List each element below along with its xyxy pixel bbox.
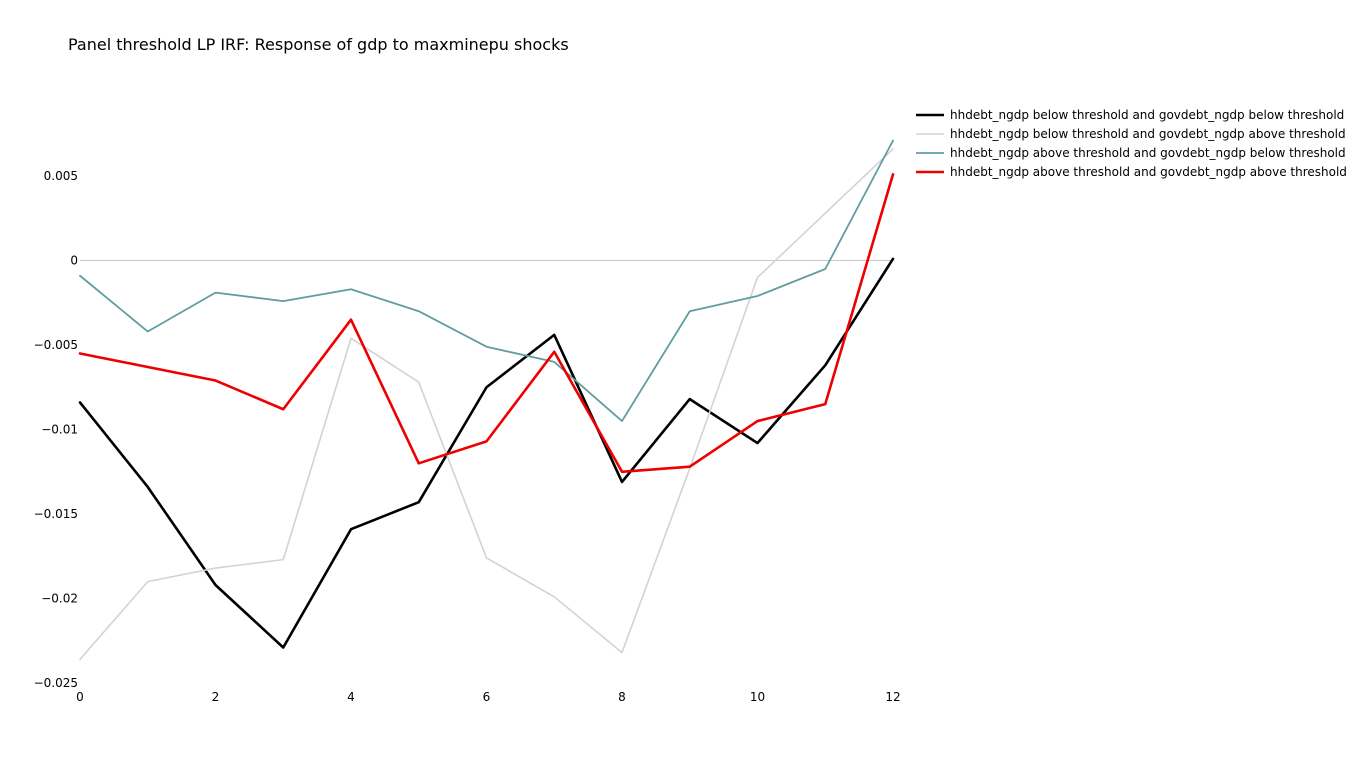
y-tick-label: −0.005	[34, 338, 78, 352]
y-tick-label: −0.025	[34, 676, 78, 690]
legend-label: hhdebt_ngdp below threshold and govdebt_…	[950, 127, 1346, 141]
y-tick-label: −0.015	[34, 507, 78, 521]
legend-item-2[interactable]: hhdebt_ngdp below threshold and govdebt_…	[916, 127, 1346, 141]
legend-label: hhdebt_ngdp below threshold and govdebt_…	[950, 108, 1344, 122]
x-tick-label: 4	[347, 690, 355, 704]
x-tick-label: 10	[750, 690, 765, 704]
x-tick-label: 12	[885, 690, 900, 704]
x-tick-label: 6	[483, 690, 491, 704]
y-tick-label: 0	[70, 254, 78, 268]
legend-item-1[interactable]: hhdebt_ngdp below threshold and govdebt_…	[916, 108, 1344, 122]
series-line-2	[79, 148, 894, 661]
chart-title: Panel threshold LP IRF: Response of gdp …	[68, 35, 569, 54]
y-tick-label: −0.01	[41, 423, 78, 437]
series-line-3	[79, 139, 894, 422]
legend-item-3[interactable]: hhdebt_ngdp above threshold and govdebt_…	[916, 146, 1346, 160]
x-tick-label: 0	[76, 690, 84, 704]
x-tick-label: 2	[212, 690, 220, 704]
x-tick-label: 8	[618, 690, 626, 704]
y-tick-label: −0.02	[41, 592, 78, 606]
legend-label: hhdebt_ngdp above threshold and govdebt_…	[950, 146, 1346, 160]
series-line-4	[78, 173, 895, 474]
x-axis-ticks: 0 2 4 6 8 10 12	[76, 690, 900, 704]
y-tick-label: 0.005	[44, 169, 78, 183]
series-line-1	[78, 257, 895, 649]
legend-item-4[interactable]: hhdebt_ngdp above threshold and govdebt_…	[916, 165, 1347, 179]
y-axis-ticks: 0.005 0 −0.005 −0.01 −0.015 −0.02 −0.025	[34, 169, 78, 690]
series-layer	[78, 139, 895, 661]
legend-label: hhdebt_ngdp above threshold and govdebt_…	[950, 165, 1347, 179]
legend[interactable]: hhdebt_ngdp below threshold and govdebt_…	[916, 108, 1347, 179]
